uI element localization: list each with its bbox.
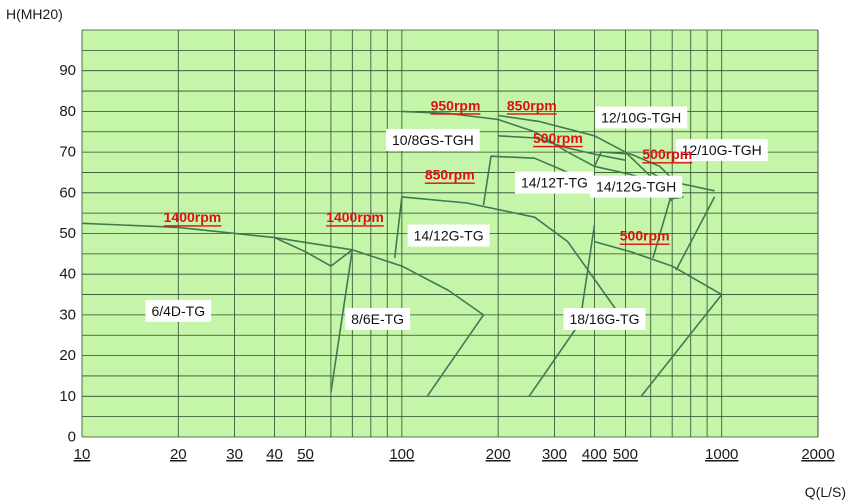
- model-label: 14/12G-TG: [407, 224, 490, 247]
- performance-curve: [274, 236, 353, 267]
- performance-curve: [81, 222, 353, 251]
- x-axis-label: Q(L/S): [805, 484, 846, 500]
- speed-labels: 1400rpm 1400rpm 950rpm 850rpm 850rpm 500rpm 50…: [164, 97, 693, 243]
- performance-curve: [593, 151, 677, 184]
- performance-curve: [330, 249, 354, 393]
- y-tick-label: 50: [59, 225, 76, 242]
- x-tick-label: 200: [486, 446, 511, 463]
- y-tick-label: 40: [59, 266, 76, 283]
- model-label: 18/16G-TG: [563, 307, 646, 330]
- speed-label: 1400rpm: [326, 209, 384, 225]
- model-label-text: 18/16G-TG: [569, 311, 639, 327]
- model-labels: 6/4D-TG 8/6E-TG 14/12G-TG 18/16G-TG 10/8GS-T…: [145, 106, 768, 330]
- model-label-box: [345, 307, 411, 330]
- speed-label: 1400rpm: [164, 209, 222, 225]
- performance-curve: [675, 196, 716, 271]
- model-label: 14/12T-TG: [515, 171, 594, 194]
- model-label: 14/12G-TGH: [590, 175, 683, 198]
- x-tick-label: 100: [389, 446, 414, 463]
- y-tick-label: 10: [59, 388, 76, 405]
- model-label-text: 14/12G-TG: [414, 228, 484, 244]
- performance-curve: [401, 110, 595, 168]
- speed-label: 850rpm: [507, 97, 557, 113]
- y-tick-label: 30: [59, 306, 76, 323]
- performance-curve: [498, 135, 626, 161]
- curves: [81, 110, 723, 397]
- performance-curve: [497, 114, 652, 178]
- x-tick-label: 1000: [705, 446, 738, 463]
- y-tick-label: 90: [59, 62, 76, 79]
- speed-label: 500rpm: [620, 228, 670, 244]
- model-label-box: [590, 175, 683, 198]
- x-tick-label: 30: [226, 446, 243, 463]
- performance-curve: [594, 240, 723, 296]
- y-tick-label: 60: [59, 184, 76, 201]
- performance-curve: [393, 196, 621, 316]
- model-label-box: [407, 224, 490, 247]
- model-label-box: [386, 128, 480, 151]
- model-label-text: 8/6E-TG: [351, 311, 404, 327]
- y-tick-label: 0: [68, 429, 76, 446]
- model-label-box: [595, 106, 688, 129]
- model-label-text: 10/8GS-TGH: [392, 132, 474, 148]
- y-tick-label: 20: [59, 347, 76, 364]
- performance-curve: [352, 249, 484, 316]
- model-label-text: 12/10G-TGH: [682, 142, 762, 158]
- model-label-text: 6/4D-TG: [151, 303, 205, 319]
- y-axis-label: H(MH20): [6, 6, 63, 22]
- model-label-box: [675, 139, 768, 162]
- speed-label: 500rpm: [642, 146, 692, 162]
- y-tick-label: 70: [59, 144, 76, 161]
- model-label: 12/10G-TGH: [675, 139, 768, 162]
- model-label-text: 14/12G-TGH: [596, 179, 676, 195]
- speed-label: 950rpm: [431, 97, 481, 113]
- model-label: 10/8GS-TGH: [386, 128, 480, 151]
- x-tick-label: 50: [297, 446, 314, 463]
- speed-label: 500rpm: [533, 130, 583, 146]
- model-label-box: [563, 307, 646, 330]
- model-label-text: 14/12T-TG: [521, 175, 588, 191]
- y-tick-label: 80: [59, 103, 76, 120]
- x-tick-label: 20: [170, 446, 187, 463]
- model-label-box: [145, 299, 212, 322]
- x-tick-label: 2000: [801, 446, 834, 463]
- x-tick-label: 500: [613, 446, 638, 463]
- model-label-box: [515, 171, 594, 194]
- model-label-text: 12/10G-TGH: [601, 110, 681, 126]
- x-tick-labels: 10 20 30 40 50 100 200 300 400 500 1000 2000: [74, 446, 835, 463]
- model-label: 6/4D-TG: [145, 299, 212, 322]
- y-tick-labels: 0 10 20 30 40 50 60 70 80 90: [59, 62, 76, 445]
- speed-label: 850rpm: [425, 166, 475, 182]
- performance-curve: [640, 294, 723, 397]
- model-label: 12/10G-TGH: [595, 106, 688, 129]
- x-tick-label: 10: [74, 446, 91, 463]
- model-label: 8/6E-TG: [345, 307, 411, 330]
- x-tick-label: 300: [542, 446, 567, 463]
- x-tick-label: 40: [266, 446, 283, 463]
- performance-curve: [426, 314, 485, 397]
- x-tick-label: 400: [582, 446, 607, 463]
